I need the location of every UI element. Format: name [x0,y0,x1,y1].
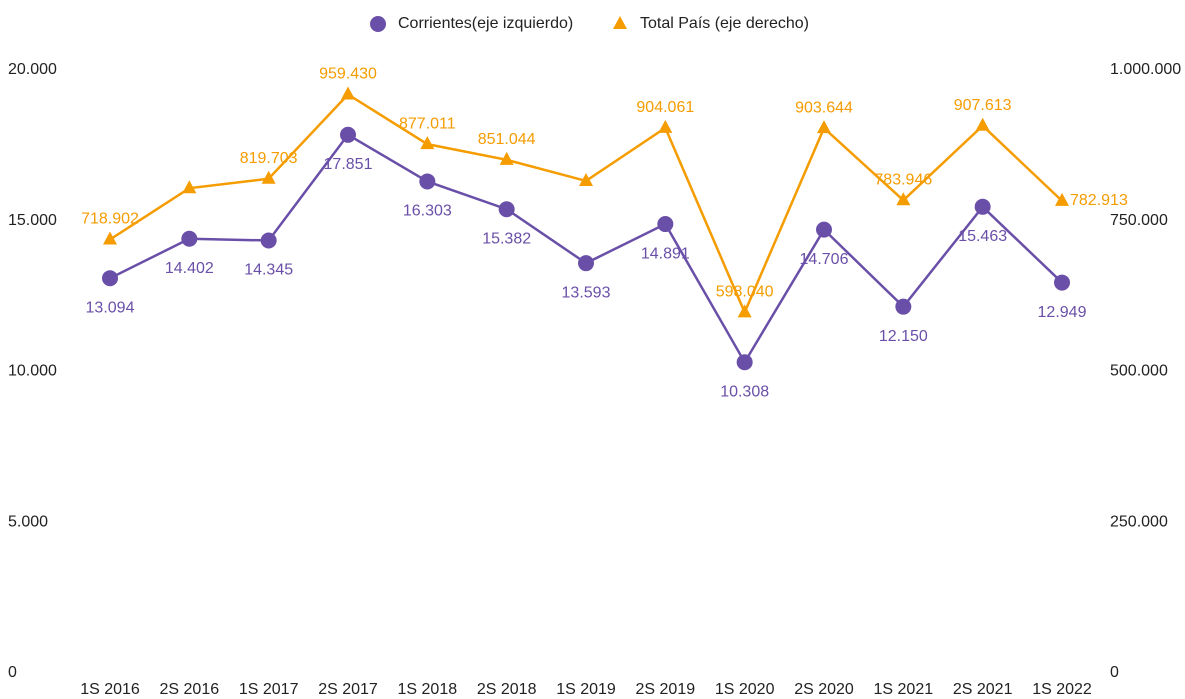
point [499,151,514,165]
point [658,119,673,133]
x-tick-label: 2S 2020 [794,681,854,698]
data-label: 783.946 [874,171,932,188]
data-label: 819.703 [240,150,298,167]
x-tick-label: 1S 2020 [715,681,775,698]
point [1054,274,1070,291]
point [737,304,752,318]
y2-tick-label: 1.000.000 [1110,61,1181,78]
data-label: 14.891 [641,245,690,262]
point [975,117,990,131]
point [657,216,674,233]
x-tick-label: 1S 2021 [874,681,934,698]
x-tick-label: 1S 2018 [398,681,458,698]
point [817,120,831,134]
series-line [109,92,1063,316]
data-label: 782.913 [1070,192,1128,209]
y-tick-label: 5.000 [8,513,48,530]
y2-tick-label: 250.000 [1110,513,1168,530]
y-tick-label: 15.000 [8,212,57,229]
point [816,221,832,238]
data-label: 16.303 [403,203,452,220]
x-tick-label: 2S 2017 [318,681,378,698]
x-tick-label: 2S 2018 [477,681,537,698]
data-label: 903.644 [795,99,853,116]
data-label: 904.061 [636,99,694,116]
point [260,232,277,249]
y-tick-label: 20.000 [8,61,57,78]
data-label: 14.402 [165,260,214,277]
point [613,16,627,29]
point [420,136,435,150]
x-tick-label: 2S 2019 [636,681,696,698]
point [340,126,356,143]
x-tick-label: 2S 2021 [953,681,1013,698]
data-label: 877.011 [399,115,456,132]
point [370,16,386,32]
y-tick-label: 10.000 [8,363,57,380]
x-tick-label: 1S 2016 [80,681,140,698]
point [896,192,911,206]
data-label: 14.706 [800,251,849,268]
point [578,255,594,272]
data-label: 12.150 [879,328,928,345]
data-label: 598.040 [716,284,774,301]
data-label: 14.345 [244,262,293,279]
x-tick-label: 1S 2017 [239,681,299,698]
point [974,198,991,215]
legend-label: Total País (eje derecho) [640,15,809,32]
data-label: 13.593 [562,284,611,301]
y2-tick-label: 0 [1110,664,1119,681]
point [419,173,436,190]
point [1055,192,1069,206]
point [181,230,198,247]
data-label: 10.308 [720,383,769,400]
x-tick-label: 1S 2019 [556,681,616,698]
point [736,354,753,371]
point [895,298,912,315]
data-label: 959.430 [319,66,377,83]
point [498,201,515,218]
x-tick-label: 1S 2022 [1032,681,1092,698]
y2-tick-label: 750.000 [1110,212,1168,229]
point [579,172,593,186]
data-label: 718.902 [81,211,139,228]
data-label: 12.949 [1038,304,1087,321]
point [341,86,355,100]
data-label: 907.613 [954,97,1012,114]
legend-label: Corrientes(eje izquierdo) [398,15,573,32]
y2-tick-label: 500.000 [1110,363,1168,380]
y-tick-label: 0 [8,664,17,681]
data-label: 13.094 [86,299,135,316]
data-label: 17.851 [324,156,373,173]
data-label: 15.382 [482,230,531,247]
data-label: 15.463 [958,228,1007,245]
point [182,180,197,194]
point [261,170,276,184]
point [103,231,117,245]
point [102,270,118,287]
data-label: 851.044 [478,131,536,148]
x-tick-label: 2S 2016 [160,681,220,698]
